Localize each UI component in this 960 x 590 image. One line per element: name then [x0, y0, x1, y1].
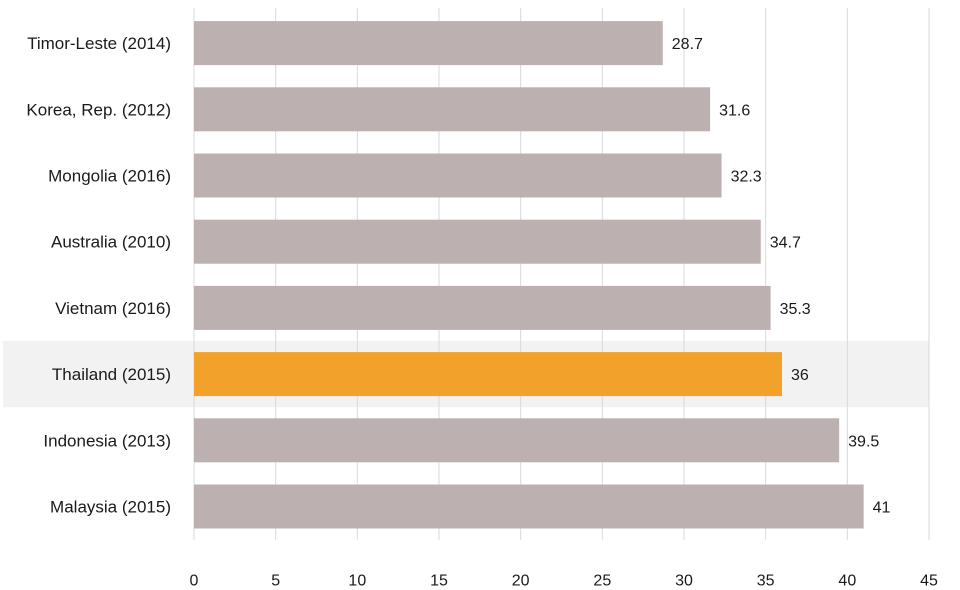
category-label: Vietnam (2016): [55, 299, 171, 318]
bar: [194, 87, 711, 132]
x-tick-label: 0: [190, 573, 199, 590]
category-label: Australia (2010): [51, 233, 171, 252]
bars: [194, 21, 864, 529]
x-tick-label: 15: [430, 573, 448, 590]
value-label: 41: [873, 500, 891, 517]
bar: [194, 153, 722, 198]
category-label: Indonesia (2013): [43, 431, 171, 450]
value-label: 32.3: [731, 169, 762, 186]
bar: [194, 21, 663, 66]
value-label: 36: [791, 367, 809, 384]
x-tick-label: 10: [348, 573, 366, 590]
category-label: Malaysia (2015): [50, 498, 171, 517]
value-label: 34.7: [770, 235, 801, 252]
x-tick-label: 40: [838, 573, 856, 590]
category-labels: Timor-Leste (2014) Korea, Rep. (2012) Mong…: [26, 34, 171, 516]
x-tick-label: 20: [512, 573, 530, 590]
bar-highlighted: [194, 352, 782, 397]
value-labels: 28.7 31.6 32.3 34.7 35.3 36 39.5 41: [672, 36, 891, 516]
x-tick-label: 45: [920, 573, 938, 590]
category-label: Korea, Rep. (2012): [26, 100, 171, 119]
category-label: Timor-Leste (2014): [27, 34, 171, 53]
bar: [194, 418, 840, 463]
value-label: 28.7: [672, 36, 703, 53]
value-label: 39.5: [848, 433, 879, 450]
x-tick-label: 25: [593, 573, 611, 590]
bar: [194, 285, 771, 330]
value-label: 31.6: [719, 102, 750, 119]
category-label: Mongolia (2016): [48, 167, 171, 186]
x-tick-label: 35: [757, 573, 775, 590]
x-tick-label: 30: [675, 573, 693, 590]
value-label: 35.3: [780, 301, 811, 318]
bar: [194, 219, 761, 264]
x-axis-ticks: 0 5 10 15 20 25 30 35 40 45: [190, 573, 938, 590]
bar: [194, 484, 864, 529]
category-label: Thailand (2015): [52, 365, 171, 384]
x-tick-label: 5: [271, 573, 280, 590]
